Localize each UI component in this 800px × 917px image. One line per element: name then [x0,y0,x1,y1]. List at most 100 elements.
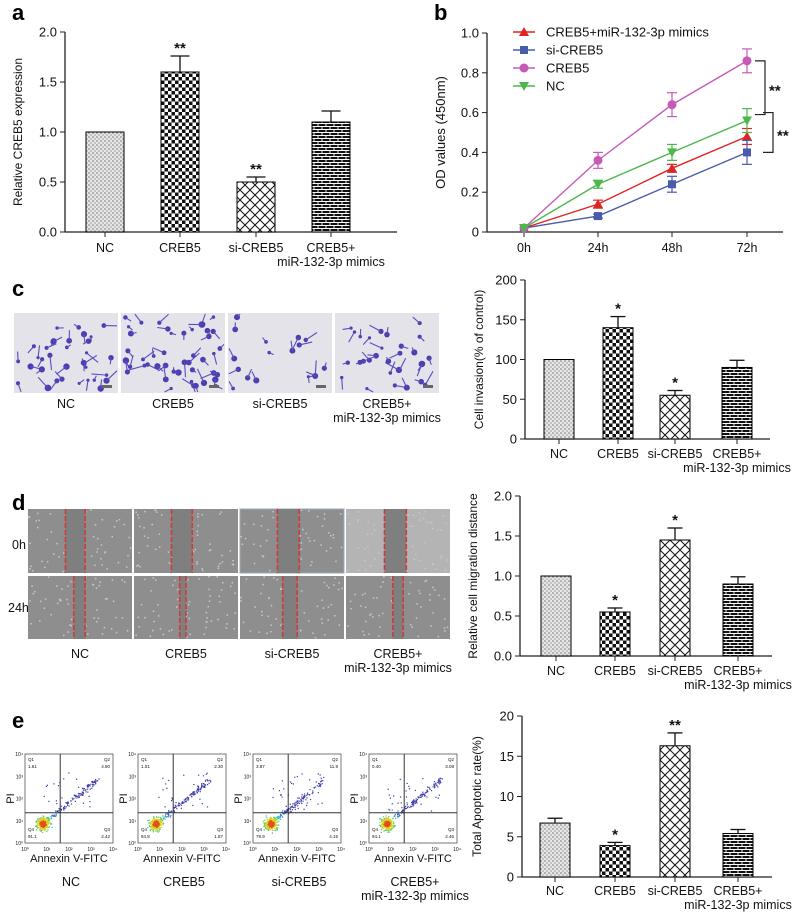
event-dot [423,795,426,797]
event-dot [160,818,163,820]
event-dot [201,783,203,785]
x-tick-label: 48h [662,241,683,255]
event-dot [314,786,316,788]
micrograph [228,313,332,393]
event-dot [271,820,273,823]
y-axis-label: Relative CREB5 expression [11,58,25,206]
event-dot [62,808,64,810]
cell-process [192,369,197,373]
event-dot [47,819,49,821]
texture [127,554,129,557]
event-dot [399,778,401,780]
texture [425,579,428,582]
event-dot [49,819,51,821]
event-dot [48,821,50,824]
event-dot [416,798,419,801]
event-dot [82,793,85,795]
event-dot [435,796,437,798]
event-dot [193,793,195,795]
data-point [742,131,752,141]
event-dot [158,826,160,828]
texture [176,588,179,591]
texture [266,632,268,635]
texture [93,617,96,619]
event-dot [50,823,52,826]
texture [62,570,64,573]
x-tick-label: 72h [737,241,758,255]
y-tick-label: 10¹ [16,819,24,825]
texture [270,630,272,633]
texture [376,597,378,599]
event-dot [46,820,48,822]
event-dot [289,806,292,808]
event-dot [42,817,44,819]
texture [198,578,200,580]
event-dot [286,808,288,811]
event-dot [160,822,162,824]
event-dot [379,817,381,819]
event-dot [379,818,381,820]
scale-bar [316,385,326,388]
event-dot [385,825,387,827]
event-dot [290,806,292,808]
event-dot [379,824,381,826]
event-dot [194,791,196,793]
cell-process [414,379,422,383]
scratch-image-0h [28,509,132,573]
x-tick-label: 10³ [431,847,439,853]
group-label: CREB5 [163,875,205,889]
event-dot [37,822,39,824]
cell-process [212,331,221,340]
cell-process [142,350,155,360]
event-dot [413,804,415,806]
event-dot [271,823,273,826]
y-tick-label: 200 [495,273,517,288]
x-tick-label: NC [546,884,564,898]
data-point [742,116,752,126]
cell [357,359,363,365]
texture [373,524,375,526]
plot-frame [24,753,114,844]
group-label: CREB5+ miR-132-3p mimics [361,875,469,903]
texture [253,543,255,546]
event-dot [276,816,278,818]
texture [160,514,163,516]
event-dot [274,824,276,826]
event-dot [155,825,157,827]
texture [348,523,351,526]
x-tick-label: CREB5+ miR-132-3p mimics [683,447,791,475]
significance-marker: * [612,592,618,609]
texture [329,547,332,549]
event-dot [153,818,155,820]
cell-process [83,355,98,364]
texture [112,600,115,602]
event-dot [294,806,296,808]
event-dot [177,804,179,806]
event-dot [94,782,97,784]
x-tick-label: 10² [409,847,417,853]
event-dot [312,791,314,794]
cell-process [369,342,383,349]
texture [177,598,179,601]
event-dot [148,819,150,821]
x-tick-label: 10¹ [43,847,51,853]
texture [98,584,101,587]
texture [158,546,161,548]
event-dot [432,786,434,788]
event-dot [402,809,404,811]
event-dot [40,827,42,829]
series-nc [519,108,752,234]
texture [197,524,200,527]
event-dot [160,824,163,826]
texture [56,585,58,587]
texture [408,593,410,595]
cell-process [128,365,145,371]
texture [330,603,333,606]
event-dot [273,817,275,820]
event-dot [306,797,308,799]
cell-process [362,337,370,345]
cell-process [213,379,216,387]
texture [309,564,312,566]
x-tick-label: 10¹ [156,847,164,853]
